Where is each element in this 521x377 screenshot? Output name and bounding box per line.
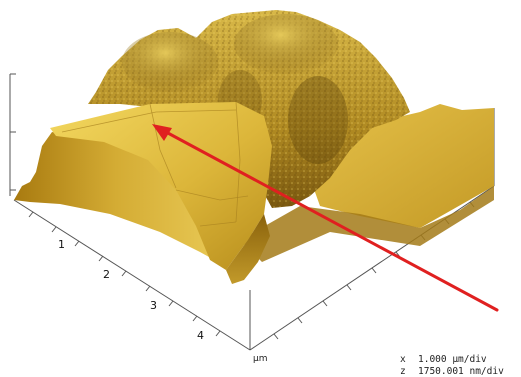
grain-shadow [288, 76, 348, 164]
right-valley [240, 186, 494, 262]
scale-info: x 1.000 µm/div z 1750.001 nm/div [400, 354, 504, 377]
y-tick-label: 2 [103, 268, 110, 281]
z-scale-value: 1750.001 nm/div [418, 366, 504, 377]
axis-unit-label: µm [253, 354, 268, 364]
y-tick-label: 4 [197, 329, 204, 342]
afm-surface [14, 10, 494, 284]
x-scale-value: 1.000 µm/div [418, 354, 487, 365]
y-axis-line [13, 199, 251, 351]
annotation-arrow [152, 124, 499, 312]
grain-highlight [234, 14, 338, 74]
front-valley [226, 214, 270, 284]
grain-highlight [122, 32, 218, 92]
plateau-facets [61, 101, 249, 227]
left-slope [14, 132, 218, 262]
crystal-plateau [50, 102, 272, 270]
y-axis-ticks [28, 211, 221, 337]
y-tick-label: 1 [58, 238, 65, 251]
z-scale-marker: z [400, 366, 406, 377]
arrow-shaft [164, 130, 499, 312]
arrow-head [152, 124, 172, 141]
y-tick-label: 3 [150, 299, 157, 312]
x-scale-marker: x [400, 354, 406, 365]
